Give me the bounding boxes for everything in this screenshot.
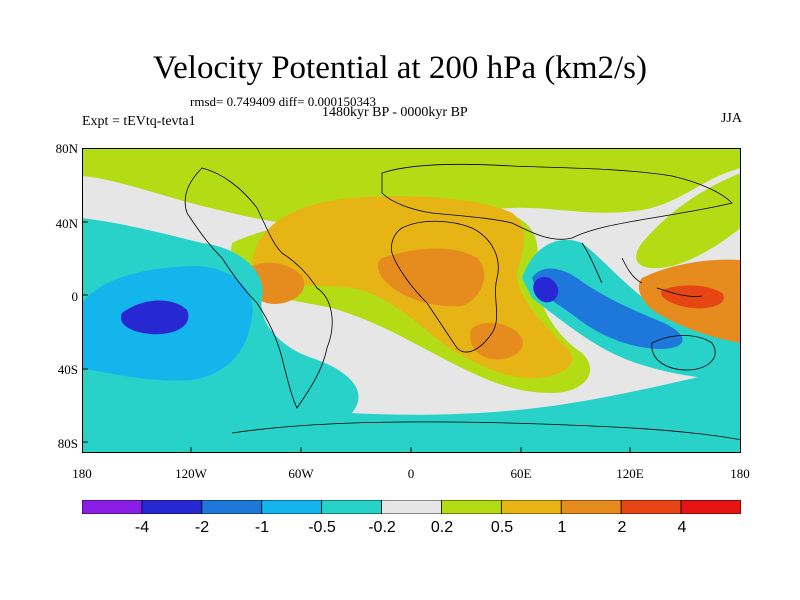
lat-label-40n: 40N <box>55 216 78 231</box>
lat-label-40s: 40S <box>57 362 78 377</box>
colorbar <box>82 500 741 514</box>
field-strong-positive-west-pacific <box>661 285 724 309</box>
lon-label-60w: 60W <box>288 466 314 481</box>
field-weak-positive-pacific <box>636 173 741 269</box>
colorbar-label-8: 1 <box>557 519 567 536</box>
colorbar-box <box>620 500 682 514</box>
experiment-label: Expt = tEVtq-tevta1 <box>82 114 196 129</box>
colorbar-label-9: 2 <box>617 519 627 536</box>
colorbar-label-5: -0.2 <box>368 519 396 536</box>
field-weak-negative-south <box>82 368 741 453</box>
map-ticks <box>82 148 631 453</box>
lon-label-180e: 180 <box>730 466 750 481</box>
colorbar-label-4: -0.5 <box>308 519 336 536</box>
colorbar-box <box>381 500 442 514</box>
colorbar-label-7: 0.5 <box>490 519 514 536</box>
field-negative-indian <box>532 268 683 349</box>
field-strong-negative-pacific <box>120 300 189 335</box>
colorbar-box <box>321 500 382 514</box>
colorbar-label-2: -2 <box>194 519 210 536</box>
colorbar-box <box>141 500 203 514</box>
lat-label-80s: 80S <box>57 436 78 451</box>
colorbar-label-1: -4 <box>134 519 150 536</box>
rmsd-stats: rmsd= 0.749409 diff= 0.000150343 <box>190 94 376 109</box>
colorbar-box <box>500 500 562 514</box>
period-label: 1480kyr BP - 0000kyr BP <box>322 105 468 120</box>
colorbar-box <box>261 500 323 514</box>
lat-label-80n: 80N <box>55 141 78 156</box>
lon-label-180w: 180 <box>72 466 92 481</box>
colorbar-label-10: 4 <box>677 519 687 536</box>
colorbar-box <box>201 500 263 514</box>
velocity-potential-map <box>82 148 741 453</box>
field-positive-s-africa <box>470 322 523 360</box>
lon-label-120e: 120E <box>616 466 644 481</box>
field-strong-negative-indian <box>533 276 559 303</box>
colorbar-box <box>680 500 741 514</box>
season-label: JJA <box>720 111 742 126</box>
field-positive-africa <box>377 248 485 307</box>
colorbar-label-6: 0.2 <box>430 519 454 536</box>
lon-label-120w: 120W <box>175 466 207 481</box>
lon-label-0: 0 <box>407 466 415 481</box>
colorbar-box <box>560 500 622 514</box>
lon-label-60e: 60E <box>510 466 532 481</box>
colorbar-box <box>441 500 502 514</box>
lat-label-eq: 0 <box>71 289 79 304</box>
colorbar-label-3: -1 <box>254 519 270 536</box>
map-title: Velocity Potential at 200 hPa (km2/s) <box>152 50 648 86</box>
coastlines <box>184 163 741 441</box>
colorbar-box <box>82 500 143 514</box>
